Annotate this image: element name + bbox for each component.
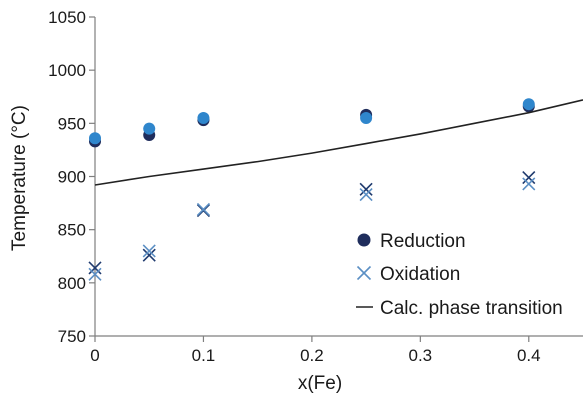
cross-stroke	[142, 248, 156, 262]
cross-stroke	[522, 177, 536, 191]
reduction-point	[197, 112, 210, 125]
x-tick-label: 0.3	[409, 346, 433, 365]
y-axis-title: Temperature (°C)	[9, 105, 30, 251]
oxidation-point	[196, 202, 211, 217]
y-tick-label: 1000	[48, 61, 86, 80]
legend-oxidation-swatch	[356, 265, 372, 281]
oxidation-point	[142, 244, 156, 258]
cross-stroke	[522, 170, 536, 185]
cross-stroke	[359, 188, 373, 202]
legend-reduction-swatch	[357, 233, 371, 247]
oxidation-point	[88, 261, 102, 275]
x-tick-label: 0.4	[517, 346, 541, 365]
oxidation-point	[522, 177, 536, 191]
legend: Reduction Oxidation Calc. phase transition	[356, 231, 563, 319]
reduction-point	[89, 132, 101, 145]
y-tick-label: 750	[58, 327, 86, 346]
oxidation-point	[522, 170, 536, 185]
y-tick-label: 900	[58, 168, 86, 187]
oxidation-point	[88, 267, 102, 281]
oxidation-point	[359, 182, 373, 196]
x-axis-title: x(Fe)	[298, 373, 342, 394]
calc-phase-transition-line	[94, 99, 583, 186]
y-tick-label: 800	[58, 274, 86, 293]
plot-marks	[88, 98, 583, 281]
y-tick-label: 950	[58, 114, 86, 133]
cross-stroke	[88, 261, 102, 275]
y-tick-label: 850	[58, 221, 86, 240]
oxidation-point	[359, 188, 373, 202]
legend-label: Oxidation	[380, 264, 460, 285]
x-tick-label: 0.1	[192, 346, 216, 365]
y-tick-label: 1050	[48, 8, 86, 27]
reduction-point	[360, 112, 373, 125]
x-tick-label: 0.2	[300, 346, 324, 365]
cross-stroke	[142, 244, 156, 258]
legend-label: Reduction	[380, 231, 466, 252]
cross-stroke	[196, 202, 211, 217]
axes: 750 800 850 900 950 1000 1050 0 0.1 0.2 0.3 0.4	[48, 8, 583, 365]
reduction-point	[522, 98, 535, 111]
cross-stroke	[88, 267, 102, 281]
legend-label: Calc. phase transition	[380, 298, 563, 319]
cross-stroke	[359, 182, 373, 196]
x-tick-label: 0	[90, 346, 99, 365]
reduction-point	[143, 122, 156, 135]
cross-stroke	[356, 265, 372, 281]
oxidation-point	[142, 248, 156, 262]
